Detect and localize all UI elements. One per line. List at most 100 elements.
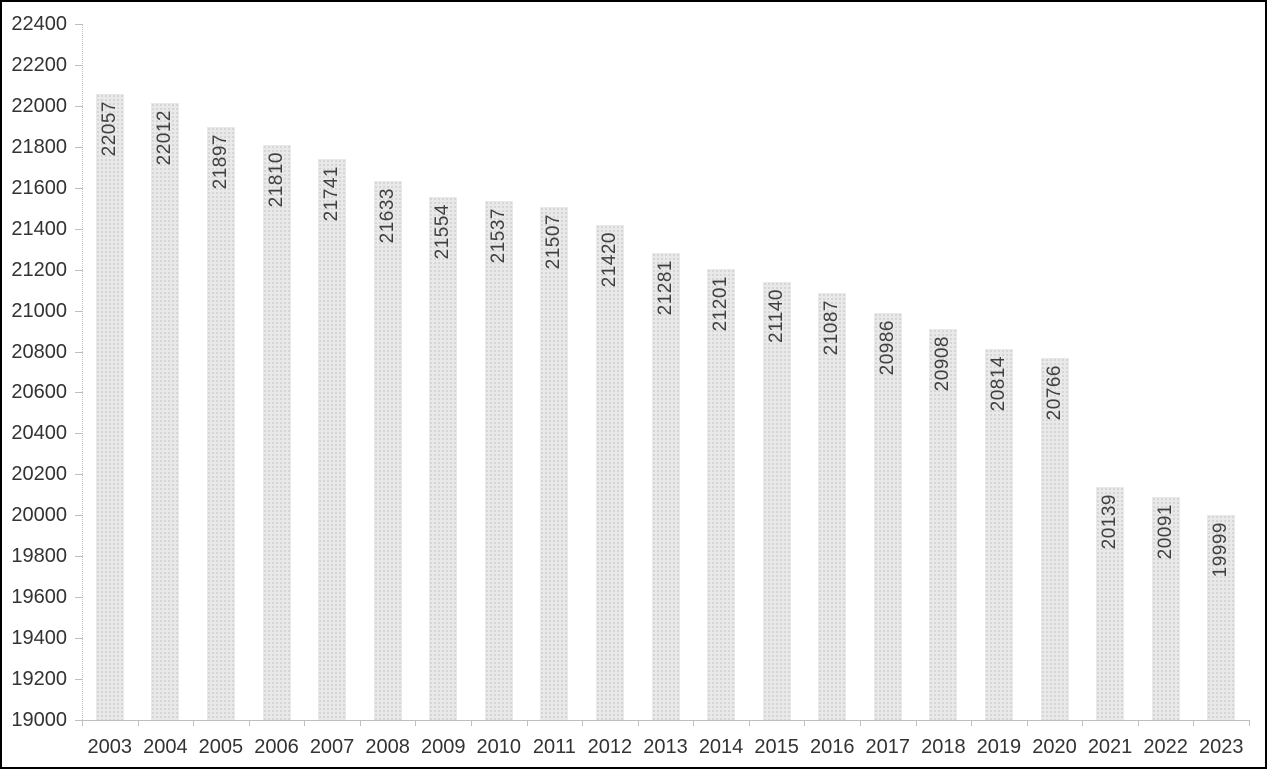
bar: 22057 (95, 94, 124, 720)
x-axis-category-label: 2003 (87, 736, 133, 758)
x-axis-category-label: 2013 (643, 736, 688, 758)
bar: 20766 (1040, 358, 1069, 720)
x-axis-tick (1193, 720, 1195, 726)
bar: 21140 (762, 281, 791, 720)
bar-value-label: 19999 (1210, 522, 1232, 578)
y-axis-tick (75, 105, 83, 107)
y-axis-tick-label: 20000 (11, 504, 67, 527)
bar-value-label: 21633 (376, 188, 398, 244)
y-axis-tick-label: 20400 (11, 422, 67, 445)
y-axis-tick (75, 228, 83, 230)
bar: 20139 (1096, 486, 1125, 720)
y-axis-tick-label: 19400 (11, 627, 67, 650)
y-axis-tick-label: 21800 (11, 135, 67, 158)
bar-value-label: 21741 (321, 165, 343, 222)
bar-value-label: 20986 (876, 320, 898, 376)
bar-value-label: 20091 (1154, 503, 1176, 559)
x-axis-category-label: 2022 (1143, 736, 1188, 758)
x-axis-category-label: 2004 (143, 736, 188, 758)
y-axis-tick (75, 556, 83, 558)
y-axis-tick (75, 720, 83, 721)
x-axis-tick (82, 720, 83, 726)
x-axis-category-label: 2019 (976, 736, 1022, 758)
x-axis-category-label: 2005 (198, 736, 244, 758)
bar-value-label: 20814 (987, 355, 1009, 411)
y-axis-tick-label: 19800 (11, 545, 67, 568)
x-axis-tick (1026, 720, 1028, 726)
y-axis-tick-label: 21400 (11, 217, 67, 240)
y-axis-tick-label: 20200 (11, 463, 67, 486)
bar-value-label: 21087 (821, 299, 843, 356)
x-axis-category-label: 2023 (1198, 736, 1244, 758)
bar: 20986 (873, 313, 902, 720)
y-axis-tick-label: 21000 (11, 299, 67, 322)
bar-value-label: 21201 (710, 276, 732, 332)
y-axis-tick-label: 19200 (11, 668, 67, 691)
x-axis-category-label: 2012 (587, 736, 633, 758)
bar-value-label: 22012 (154, 110, 176, 166)
bar: 21420 (595, 224, 624, 720)
bar: 20814 (984, 348, 1013, 720)
x-axis-category-label: 2014 (698, 736, 744, 758)
x-axis-tick (915, 720, 917, 726)
y-axis-tick-label: 22200 (11, 53, 67, 76)
bar: 22012 (151, 103, 180, 720)
y-axis-tick-label: 21200 (11, 258, 67, 281)
x-axis-tick (304, 720, 306, 726)
y-axis-tick-label: 21600 (11, 176, 67, 199)
bar: 21537 (484, 200, 513, 720)
y-axis-tick (75, 597, 83, 599)
bar: 20908 (929, 329, 958, 720)
x-axis-tick (860, 720, 861, 726)
x-axis-tick (415, 720, 417, 726)
x-axis-category-label: 2017 (865, 736, 911, 758)
x-axis-tick (193, 720, 195, 726)
bar: 21810 (262, 144, 291, 720)
bar: 21507 (540, 206, 569, 720)
y-axis-tick (75, 351, 83, 353)
y-axis-tick (75, 310, 83, 312)
y-axis-tick (75, 474, 83, 476)
x-axis-category-label: 2009 (420, 736, 466, 758)
x-axis-tick (526, 720, 528, 726)
x-axis-category-label: 2008 (365, 736, 410, 758)
x-axis-category-label: 2006 (254, 736, 299, 758)
x-axis-category-label: 2007 (309, 736, 355, 758)
x-axis-category-label: 2010 (476, 736, 522, 758)
x-axis-category-label: 2021 (1087, 736, 1133, 758)
y-axis-tick-label: 22400 (11, 13, 67, 35)
x-axis-tick (1137, 720, 1139, 726)
x-axis-tick (748, 720, 750, 726)
y-axis-tick (75, 64, 83, 66)
x-axis-line (82, 720, 1249, 721)
bar-value-label: 21810 (265, 151, 287, 208)
y-axis-line (82, 24, 83, 720)
y-axis-tick (75, 515, 83, 517)
x-axis-tick (804, 720, 806, 726)
bar: 21897 (206, 126, 235, 720)
bar: 20091 (1151, 496, 1180, 720)
y-axis-tick (75, 433, 83, 435)
bar-value-label: 21420 (598, 231, 620, 287)
y-axis-tick-label: 20800 (11, 340, 67, 363)
x-axis-tick (137, 720, 139, 726)
bar-value-label: 21281 (654, 260, 676, 316)
x-axis-tick (637, 720, 639, 726)
x-axis-tick (582, 720, 584, 726)
x-axis-category-label: 2011 (532, 736, 576, 758)
y-axis-tick (75, 187, 83, 189)
bar: 21554 (429, 197, 458, 720)
x-axis-category-label: 2016 (809, 736, 855, 758)
bar: 21087 (818, 292, 847, 720)
x-axis-category-label: 2020 (1032, 736, 1077, 758)
x-axis-tick (971, 720, 973, 726)
bar-value-label: 20908 (932, 336, 954, 392)
x-axis-tick (471, 720, 472, 726)
bar: 21741 (318, 158, 347, 720)
bar-value-label: 21507 (543, 213, 565, 270)
y-axis-tick-label: 20600 (11, 381, 67, 404)
x-axis-category-label: 2015 (754, 736, 799, 758)
bar-value-label: 21537 (487, 207, 509, 263)
x-axis-tick (1082, 720, 1084, 726)
